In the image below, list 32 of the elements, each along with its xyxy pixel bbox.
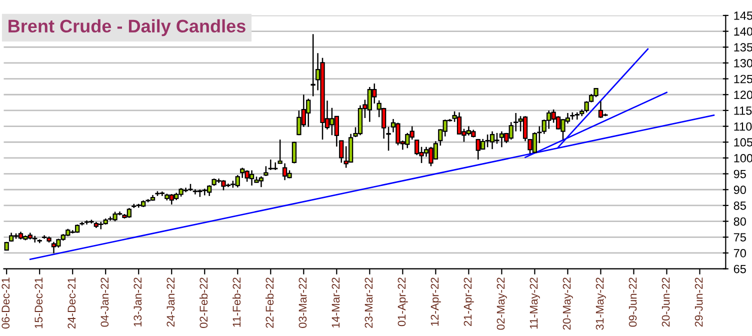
x-tick-label: 22-Feb-22: [265, 278, 274, 328]
y-tick-label: 75: [734, 233, 746, 242]
x-tick-label: 11-May-22: [530, 278, 540, 329]
x-tick-label: 09-Jun-22: [628, 278, 637, 327]
x-tick-label: 20-May-22: [562, 278, 573, 330]
y-tick-label: 115: [734, 106, 752, 115]
y-tick-label: 85: [734, 202, 746, 210]
y-tick-label: 95: [734, 170, 746, 178]
x-tick-label: 24-Jan-22: [166, 278, 175, 327]
x-tick-label: 21-Apr-22: [464, 278, 474, 326]
x-tick-label: 20-Jun-22: [662, 278, 670, 327]
x-tick-label: 02-Feb-22: [199, 278, 208, 328]
y-tick-label: 65: [734, 264, 746, 274]
y-tick-label: 80: [734, 217, 746, 226]
y-tick-label: 90: [734, 186, 746, 194]
x-tick-label: 03-Mar-22: [298, 278, 307, 328]
x-tick-label: 01-Apr-22: [398, 278, 408, 326]
x-tick-label: 02-May-22: [496, 278, 507, 330]
x-tick-label: 04-Jan-22: [100, 278, 109, 327]
x-tick-label: 31-May-22: [596, 278, 606, 330]
chart-title: Brent Crude - Daily Candles: [8, 19, 246, 36]
x-tick-label: 23-Mar-22: [364, 278, 373, 328]
x-tick-label: 11-Feb-22: [232, 278, 241, 327]
x-tick-label: 13-Jan-22: [134, 278, 142, 326]
y-tick-label: 70: [734, 249, 746, 258]
x-tick-label: 15-Dec-21: [34, 278, 43, 328]
y-tick-label: 110: [734, 122, 752, 131]
x-tick-label: 29-Jun-22: [694, 278, 703, 327]
x-tick-label: 12-Apr-22: [430, 278, 441, 326]
x-tick-label: 24-Dec-21: [68, 278, 76, 328]
x-tick-label: 14-Mar-22: [332, 278, 340, 328]
x-tick-label: 06-Dec-21: [2, 278, 10, 329]
